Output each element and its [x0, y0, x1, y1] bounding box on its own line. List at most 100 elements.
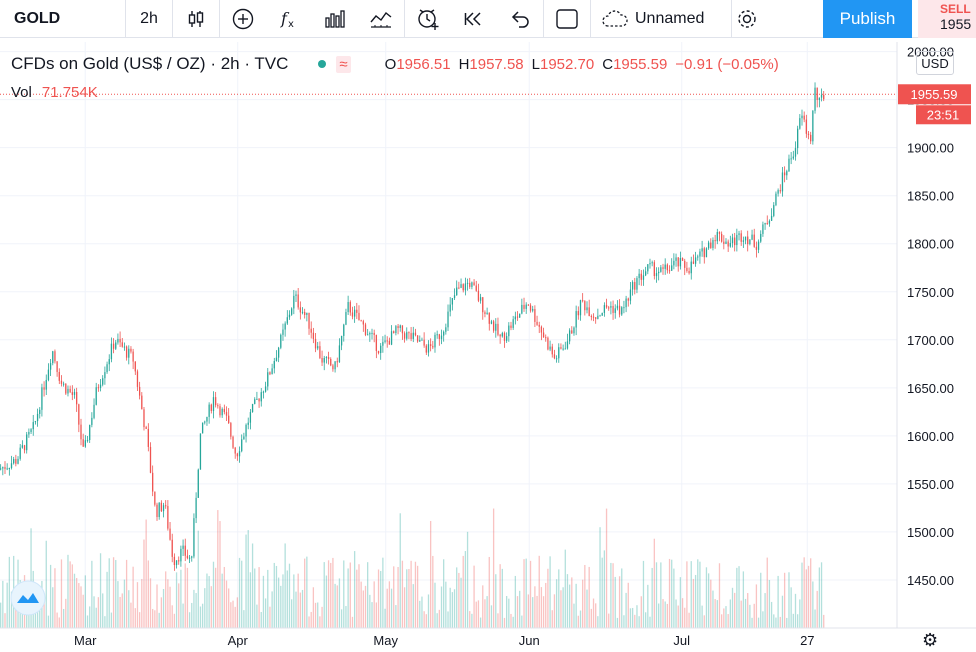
tradingview-logo-icon[interactable] [10, 580, 46, 616]
candle-body [490, 321, 493, 324]
interval-button[interactable]: 2h [140, 9, 158, 27]
volume-bar [725, 606, 727, 628]
candle-body [429, 344, 432, 346]
candle-body [662, 267, 664, 269]
volume-bar [297, 573, 299, 628]
volume-bar [764, 593, 766, 628]
volume-bar [286, 570, 288, 628]
candle-body [43, 387, 45, 390]
candle-body [532, 309, 534, 311]
candle-body [588, 307, 590, 317]
publish-button[interactable]: Publish [823, 0, 912, 38]
volume-bar [458, 572, 460, 628]
volume-bar [338, 578, 341, 628]
candle-body [555, 358, 558, 360]
volume-bar [362, 590, 364, 628]
volume-bar [269, 606, 271, 628]
candle-body [584, 301, 586, 311]
series-title[interactable]: CFDs on Gold (US$ / OZ) · 2h · TVC [11, 54, 289, 73]
volume-bar [80, 586, 82, 628]
chart-settings-gear-icon[interactable]: ⚙ [922, 630, 939, 650]
volume-bar [102, 593, 104, 628]
volume-bar [386, 588, 388, 628]
candle-body [629, 289, 632, 301]
candle-body [705, 248, 708, 258]
candle-body [206, 416, 208, 422]
candle-body [321, 357, 323, 363]
candle-body [380, 345, 382, 354]
time-tick-label: 27 [800, 633, 814, 648]
alert-icon[interactable] [405, 0, 451, 38]
candle-body [221, 408, 223, 416]
volume-bar [757, 617, 760, 628]
candle-body [479, 297, 482, 301]
volume-bar [712, 590, 714, 628]
volume-bar [123, 579, 126, 628]
volume-bar [204, 588, 206, 628]
volume-bar [347, 568, 349, 628]
candle-body [125, 346, 128, 358]
candle-body [571, 330, 573, 334]
candle-body [647, 264, 649, 272]
volume-bar [571, 577, 573, 628]
volume-bar [727, 614, 729, 628]
volume-bar [425, 614, 427, 628]
volume-bar [566, 574, 569, 628]
volume-bar [178, 583, 180, 628]
volume-bar [499, 564, 501, 628]
volume-bar [169, 586, 171, 628]
candle-body [258, 398, 260, 402]
volume-bar [597, 616, 599, 628]
candle-body [755, 246, 758, 250]
undo-icon[interactable] [497, 0, 543, 38]
candle-body [15, 459, 17, 464]
volume-bar [293, 574, 295, 628]
volume-bar [783, 572, 786, 628]
volume-bar [690, 561, 692, 628]
volume-bar [264, 598, 267, 628]
volume-bar [291, 599, 293, 628]
candle-body [93, 404, 95, 418]
fullscreen-icon[interactable] [544, 0, 590, 38]
candle-body [245, 424, 247, 437]
candle-body [297, 294, 299, 308]
candle-body [243, 436, 245, 440]
symbol-search[interactable]: GOLD [14, 9, 61, 27]
candle-body [406, 332, 408, 339]
volume-bar [514, 575, 516, 628]
candle-body [84, 440, 86, 447]
candle-body [658, 271, 660, 274]
add-indicator-icon[interactable] [220, 0, 266, 38]
volume-bar [184, 563, 186, 628]
candle-body [323, 358, 325, 363]
svg-text:f: f [280, 9, 290, 28]
volume-bar [295, 591, 297, 628]
candle-body [482, 297, 484, 313]
candle-body [76, 391, 78, 405]
currency-button[interactable]: USD [916, 51, 954, 75]
gear-icon[interactable] [732, 0, 762, 38]
volume-bar [675, 599, 677, 628]
compare-icon[interactable] [358, 0, 404, 38]
layout-name-button[interactable]: Unnamed [591, 0, 731, 38]
candle-body [586, 307, 588, 311]
volume-bar [792, 613, 794, 628]
volume-bar [681, 598, 684, 628]
toolbar-divider [125, 0, 126, 38]
bar-chart-icon[interactable] [312, 0, 358, 38]
volume-bar [551, 610, 553, 628]
replay-icon[interactable] [451, 0, 497, 38]
volume-bar [525, 558, 527, 628]
volume-label[interactable]: Vol [11, 84, 32, 101]
candle-body [510, 325, 512, 328]
candle-body [416, 335, 419, 342]
candle-body [241, 439, 243, 452]
candles-icon[interactable] [173, 0, 219, 38]
candle-body [271, 368, 273, 375]
volume-bar [6, 582, 8, 628]
sell-button[interactable]: SELL 1955 [918, 0, 976, 38]
candle-body [720, 233, 723, 242]
